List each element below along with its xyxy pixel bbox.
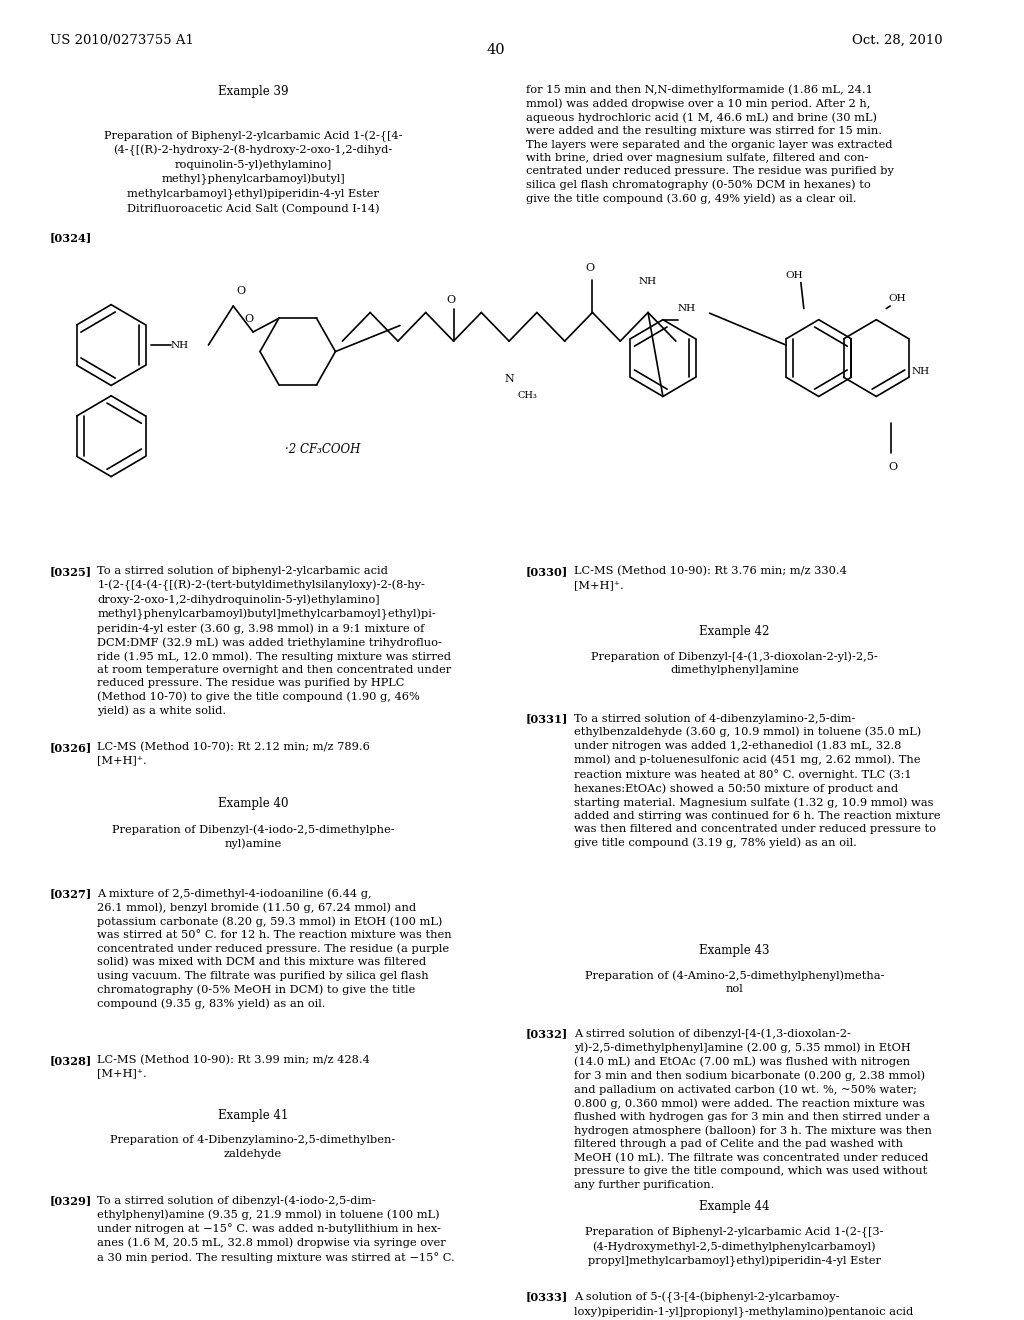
Text: Example 40: Example 40 bbox=[218, 797, 289, 810]
Text: To a stirred solution of biphenyl-2-ylcarbamic acid
1-(2-{[4-(4-{[(R)-2-(tert-bu: To a stirred solution of biphenyl-2-ylca… bbox=[97, 566, 452, 717]
Text: Preparation of Dibenzyl-(4-iodo-2,5-dimethylphe-
nyl)amine: Preparation of Dibenzyl-(4-iodo-2,5-dime… bbox=[112, 824, 394, 849]
Text: O: O bbox=[585, 264, 594, 273]
Text: LC-MS (Method 10-70): Rt 2.12 min; m/z 789.6
[M+H]⁺.: LC-MS (Method 10-70): Rt 2.12 min; m/z 7… bbox=[97, 742, 370, 766]
Text: A stirred solution of dibenzyl-[4-(1,3-dioxolan-2-
yl)-2,5-dimethylphenyl]amine : A stirred solution of dibenzyl-[4-(1,3-d… bbox=[573, 1028, 932, 1189]
Text: O: O bbox=[889, 462, 898, 473]
Text: Example 43: Example 43 bbox=[699, 944, 770, 957]
Text: Example 41: Example 41 bbox=[218, 1109, 288, 1122]
Text: [0333]: [0333] bbox=[526, 1291, 568, 1303]
Text: for 15 min and then N,N-dimethylformamide (1.86 mL, 24.1
mmol) was added dropwis: for 15 min and then N,N-dimethylformamid… bbox=[526, 84, 894, 205]
Text: O: O bbox=[446, 294, 455, 305]
Text: CH₃: CH₃ bbox=[517, 391, 537, 400]
Text: Example 39: Example 39 bbox=[218, 84, 289, 98]
Text: [0329]: [0329] bbox=[49, 1195, 92, 1206]
Text: A mixture of 2,5-dimethyl-4-iodoaniline (6.44 g,
26.1 mmol), benzyl bromide (11.: A mixture of 2,5-dimethyl-4-iodoaniline … bbox=[97, 888, 452, 1008]
Text: Preparation of Dibenzyl-[4-(1,3-dioxolan-2-yl)-2,5-
dimethylphenyl]amine: Preparation of Dibenzyl-[4-(1,3-dioxolan… bbox=[591, 651, 878, 675]
Text: Preparation of 4-Dibenzylamino-2,5-dimethylben-
zaldehyde: Preparation of 4-Dibenzylamino-2,5-dimet… bbox=[111, 1135, 395, 1159]
Text: [0327]: [0327] bbox=[49, 888, 92, 899]
Text: US 2010/0273755 A1: US 2010/0273755 A1 bbox=[49, 34, 194, 46]
Text: [0328]: [0328] bbox=[49, 1055, 92, 1065]
Text: OH: OH bbox=[888, 294, 906, 304]
Text: A solution of 5-({3-[4-(biphenyl-2-ylcarbamoy-
loxy)piperidin-1-yl]propionyl}-me: A solution of 5-({3-[4-(biphenyl-2-ylcar… bbox=[573, 1291, 912, 1317]
Text: NH: NH bbox=[678, 304, 696, 313]
Text: 40: 40 bbox=[486, 44, 506, 57]
Text: OH: OH bbox=[785, 271, 803, 280]
Text: NH: NH bbox=[639, 277, 657, 286]
Text: Example 42: Example 42 bbox=[699, 624, 770, 638]
Text: O: O bbox=[245, 314, 254, 323]
Text: LC-MS (Method 10-90): Rt 3.99 min; m/z 428.4
[M+H]⁺.: LC-MS (Method 10-90): Rt 3.99 min; m/z 4… bbox=[97, 1055, 370, 1078]
Text: Oct. 28, 2010: Oct. 28, 2010 bbox=[852, 34, 943, 46]
Text: Preparation of (4-Amino-2,5-dimethylphenyl)metha-
nol: Preparation of (4-Amino-2,5-dimethylphen… bbox=[585, 970, 884, 994]
Text: N: N bbox=[504, 374, 514, 384]
Text: [0325]: [0325] bbox=[49, 566, 92, 577]
Text: [0326]: [0326] bbox=[49, 742, 92, 754]
Text: O: O bbox=[237, 285, 246, 296]
Text: To a stirred solution of dibenzyl-(4-iodo-2,5-dim-
ethylphenyl)amine (9.35 g, 21: To a stirred solution of dibenzyl-(4-iod… bbox=[97, 1195, 455, 1263]
Text: [0324]: [0324] bbox=[49, 232, 92, 243]
Text: Example 44: Example 44 bbox=[699, 1200, 770, 1213]
Text: To a stirred solution of 4-dibenzylamino-2,5-dim-
ethylbenzaldehyde (3.60 g, 10.: To a stirred solution of 4-dibenzylamino… bbox=[573, 714, 940, 849]
Text: NH: NH bbox=[911, 367, 929, 376]
Text: [0331]: [0331] bbox=[526, 714, 568, 725]
Text: Preparation of Biphenyl-2-ylcarbamic Acid 1-(2-{[3-
(4-Hydroxymethyl-2,5-dimethy: Preparation of Biphenyl-2-ylcarbamic Aci… bbox=[585, 1226, 884, 1267]
Text: LC-MS (Method 10-90): Rt 3.76 min; m/z 330.4
[M+H]⁺.: LC-MS (Method 10-90): Rt 3.76 min; m/z 3… bbox=[573, 566, 847, 590]
Text: [0330]: [0330] bbox=[526, 566, 568, 577]
Text: [0332]: [0332] bbox=[526, 1028, 568, 1040]
Text: Preparation of Biphenyl-2-ylcarbamic Acid 1-(2-{[4-
(4-{[(R)-2-hydroxy-2-(8-hydr: Preparation of Biphenyl-2-ylcarbamic Aci… bbox=[103, 131, 402, 214]
Text: ·2 CF₃COOH: ·2 CF₃COOH bbox=[285, 442, 360, 455]
Text: NH: NH bbox=[171, 341, 188, 350]
